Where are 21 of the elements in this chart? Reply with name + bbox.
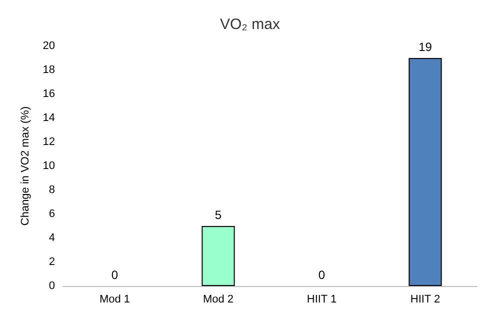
y-tick-label: 2 bbox=[48, 256, 55, 268]
data-label: 0 bbox=[318, 268, 326, 282]
y-tick-label: 12 bbox=[42, 136, 55, 148]
x-tick-label: Mod 1 bbox=[99, 294, 130, 306]
chart-title: VO₂ max bbox=[220, 16, 280, 33]
data-label: 5 bbox=[214, 208, 222, 222]
y-tick-label: 8 bbox=[48, 184, 55, 196]
x-tick-label: Mod 2 bbox=[202, 294, 234, 306]
y-tick-label: 4 bbox=[48, 232, 55, 244]
x-tick-label: HIIT 2 bbox=[410, 294, 440, 306]
y-tick-label: 18 bbox=[42, 64, 55, 76]
y-tick-label: 6 bbox=[48, 208, 55, 220]
x-tick-label: HIIT 1 bbox=[306, 294, 337, 306]
y-axis-title: Change in VO2 max (%) bbox=[20, 106, 32, 226]
y-tick-label: 10 bbox=[42, 160, 55, 172]
y-tick-label: 14 bbox=[42, 112, 55, 124]
y-tick-label: 16 bbox=[42, 88, 55, 100]
data-label: 19 bbox=[418, 40, 432, 54]
y-tick-label: 20 bbox=[42, 40, 55, 52]
data-label: 0 bbox=[111, 268, 118, 282]
y-tick-label: 0 bbox=[48, 280, 55, 292]
